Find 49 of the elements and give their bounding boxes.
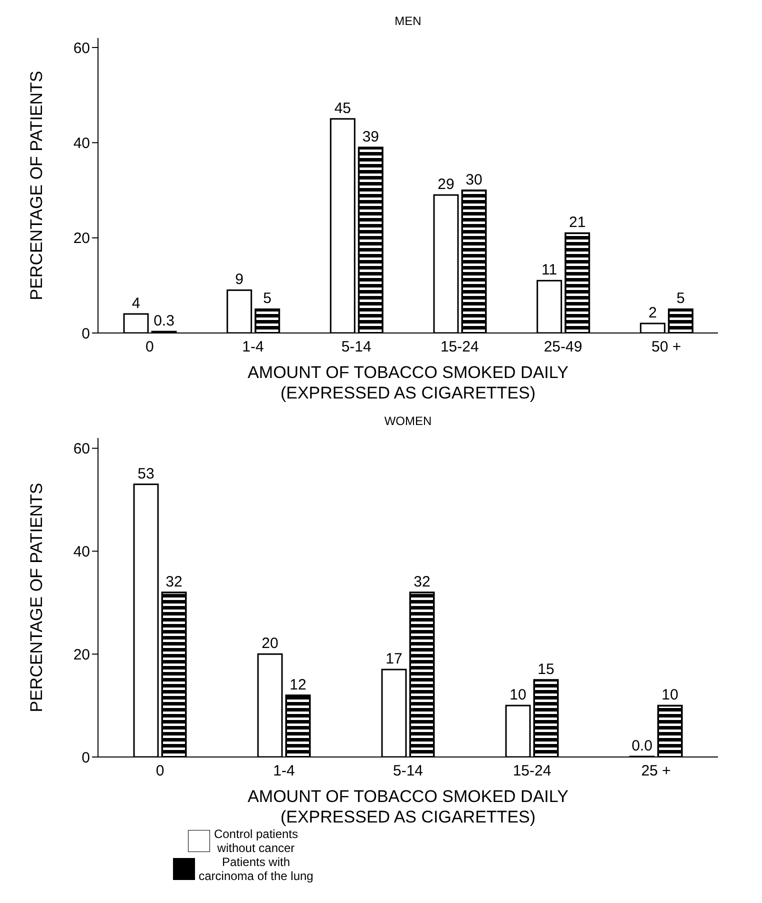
y-tick-label: 0 xyxy=(82,749,90,766)
x-tick-label: 15-24 xyxy=(512,762,552,780)
y-tick-label: 60 xyxy=(73,440,90,458)
x-tick-label: 50 + xyxy=(652,338,682,356)
data-label: 0.0 xyxy=(632,738,652,754)
data-label: 15 xyxy=(538,660,554,678)
x-tick-label: 0 xyxy=(145,338,154,356)
data-label: 20 xyxy=(262,635,278,652)
y-axis-title: PERCENTAGE OF PATIENTS xyxy=(27,482,46,712)
x-tick-label: 0 xyxy=(156,762,164,780)
x-tick-label: 1-4 xyxy=(242,338,264,356)
chart-title: WOMEN xyxy=(383,414,433,428)
data-label: 39 xyxy=(362,128,380,146)
data-label: 10 xyxy=(510,686,526,704)
data-label: 32 xyxy=(414,573,430,590)
x-tick-label: 5-14 xyxy=(341,338,372,356)
data-label: 29 xyxy=(438,176,454,194)
y-tick-label: 20 xyxy=(73,646,90,664)
data-label: 5 xyxy=(676,290,685,308)
data-label: 10 xyxy=(662,686,678,704)
x-tick-label: 15-24 xyxy=(440,338,479,356)
data-label: 53 xyxy=(138,465,154,482)
data-label: 17 xyxy=(386,650,402,668)
data-label: 11 xyxy=(542,262,558,279)
data-label: 45 xyxy=(334,100,352,117)
y-tick-label: 40 xyxy=(73,544,90,561)
x-axis-title: AMOUNT OF TOBACCO SMOKED DAILY (EXPRESSED AS CIGARETTES) xyxy=(248,787,568,826)
data-label: 21 xyxy=(568,214,586,232)
y-tick-label: 60 xyxy=(73,40,90,57)
data-label: 2 xyxy=(648,304,657,322)
data-label: 32 xyxy=(166,573,182,590)
data-label: 5 xyxy=(263,290,272,308)
x-axis-title: AMOUNT OF TOBACCO SMOKED DAILY (EXPRESSED AS CIGARETTES) xyxy=(248,363,568,402)
legend-label: Control patients without cancer xyxy=(214,827,298,855)
x-tick-label: 25-49 xyxy=(544,338,582,356)
x-tick-label: 1-4 xyxy=(273,762,295,780)
x-tick-label: 25 + xyxy=(641,762,672,780)
y-tick-label: 20 xyxy=(73,230,90,248)
chart-title: MEN xyxy=(394,14,422,28)
legend-label: Patients with carcinoma of the lung xyxy=(198,855,314,883)
data-label: 9 xyxy=(235,271,244,288)
y-tick-label: 0 xyxy=(82,325,90,342)
data-label: 4 xyxy=(132,294,140,312)
x-tick-label: 5-14 xyxy=(392,762,424,780)
data-label: 30 xyxy=(466,171,482,188)
data-label: 0.3 xyxy=(154,312,174,330)
y-tick-label: 40 xyxy=(73,135,90,152)
y-axis-title: PERCENTAGE OF PATIENTS xyxy=(27,70,46,300)
data-label: 12 xyxy=(290,676,306,694)
